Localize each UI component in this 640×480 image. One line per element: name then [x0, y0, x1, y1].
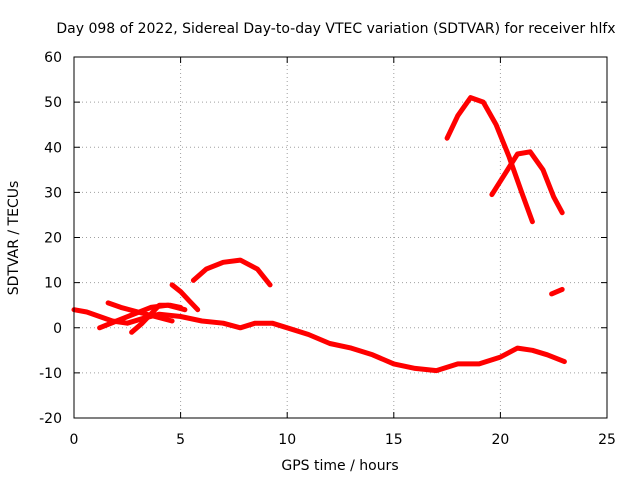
- y-tick-label: 50: [44, 95, 62, 111]
- y-tick-label: 10: [44, 276, 62, 292]
- x-tick-label: 25: [598, 432, 616, 448]
- plot-frame: [73, 56, 608, 419]
- x-tick-label: 20: [491, 432, 509, 448]
- grid: [74, 57, 607, 418]
- y-tick-label: 40: [44, 140, 62, 156]
- y-tick-label: 30: [44, 185, 62, 201]
- y-tick-label: -20: [39, 411, 62, 427]
- series-track-1: [71, 307, 567, 374]
- series-track-7: [444, 95, 535, 225]
- series-track-8: [489, 149, 565, 216]
- x-tick-label: 5: [176, 432, 185, 448]
- axes: 0 5 10 15 20 25 -20 -10 0 10 20 30 40 50 60: [39, 50, 616, 448]
- series-track-5: [169, 282, 201, 313]
- chart-title: Day 098 of 2022, Sidereal Day-to-day VTE…: [56, 21, 615, 37]
- y-tick-label: 0: [53, 321, 62, 337]
- x-tick-label: 0: [70, 432, 79, 448]
- x-tick-label: 15: [385, 432, 403, 448]
- y-tick-label: 60: [44, 50, 62, 66]
- series-track-4: [129, 302, 184, 335]
- y-axis-label: SDTVAR / TECUs: [6, 181, 22, 296]
- x-axis-label: GPS time / hours: [281, 458, 398, 474]
- series-track-9: [549, 286, 565, 297]
- y-tick-label: -10: [39, 366, 62, 382]
- y-tick-label: 20: [44, 231, 62, 247]
- series-track-6: [190, 257, 273, 288]
- data-series: [71, 95, 567, 374]
- x-tick-label: 10: [278, 432, 296, 448]
- series-track-3: [105, 300, 175, 324]
